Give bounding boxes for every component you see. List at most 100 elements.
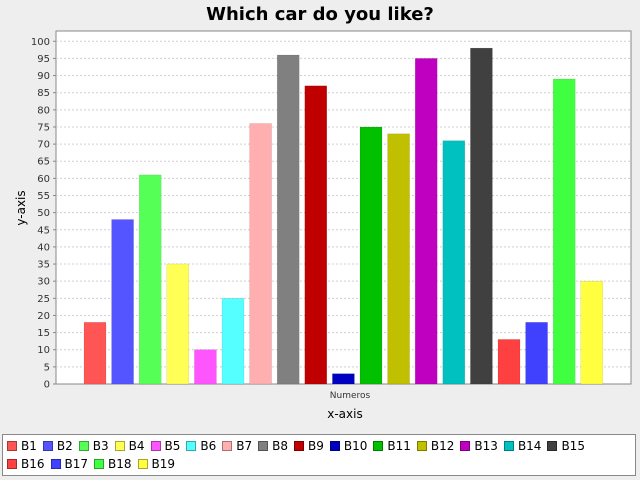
y-tick-label: 80 — [37, 105, 50, 116]
legend-label: B9 — [308, 439, 324, 453]
legend-label: B12 — [430, 439, 455, 453]
legend: B1 B2 B3 B4 B5 B6 B7 B8 B9 B10 B11 B12 B13 B14 B15 B16 B… — [2, 434, 636, 476]
bar-b11 — [359, 126, 383, 385]
y-tick-label: 0 — [44, 380, 50, 391]
y-tick-label: 10 — [37, 345, 50, 356]
legend-label: B13 — [474, 439, 498, 453]
legend-swatch — [416, 441, 427, 451]
bar-b4 — [166, 263, 190, 385]
legend-swatch — [222, 441, 233, 451]
legend-swatch — [547, 441, 558, 451]
legend-item-b4: B4 — [114, 437, 145, 455]
legend-item-b16: B16 — [7, 455, 45, 473]
bar-b16 — [497, 339, 521, 385]
y-tick-label: 95 — [37, 54, 50, 65]
y-tick-label: 20 — [37, 311, 50, 322]
bars — [83, 47, 604, 385]
legend-item-b12: B12 — [416, 437, 455, 455]
x-category-label: Numeros — [330, 391, 371, 401]
legend-swatch — [373, 441, 384, 451]
chart-title: Which car do you like? — [206, 4, 434, 25]
legend-swatch — [7, 459, 17, 469]
legend-swatch — [78, 441, 89, 451]
bar-chart: Which car do you like? 0 5 10 15 20 25 30 35 40 4… — [14, 4, 632, 421]
legend-item-b9: B9 — [294, 437, 324, 455]
legend-item-b1: B1 — [7, 437, 37, 455]
y-tick-label: 5 — [44, 362, 50, 373]
legend-label: B4 — [128, 439, 145, 453]
y-tick-label: 90 — [37, 71, 50, 82]
legend-label: B18 — [108, 457, 132, 471]
legend-label: B17 — [64, 457, 89, 471]
legend-label: B2 — [56, 439, 73, 453]
bar-b14 — [442, 140, 466, 385]
bar-b10 — [332, 373, 355, 385]
legend-item-b19: B19 — [137, 455, 176, 473]
legend-item-b15: B15 — [547, 437, 585, 455]
plot-area — [55, 30, 632, 385]
y-axis-label: y-axis — [14, 190, 28, 225]
y-tick-label: 15 — [37, 328, 50, 339]
legend-item-b2: B2 — [42, 437, 73, 455]
y-tick-label: 100 — [31, 37, 50, 48]
y-tick-label: 60 — [37, 174, 50, 185]
x-axis-label: x-axis — [327, 407, 362, 421]
legend-label: B1 — [21, 439, 37, 453]
legend-swatch — [294, 441, 304, 451]
legend-label: B19 — [151, 457, 176, 471]
y-tick-label: 55 — [37, 191, 50, 202]
y-tick-label: 30 — [37, 277, 50, 288]
bar-b6 — [221, 298, 245, 385]
legend-label: B11 — [387, 439, 411, 453]
legend-swatch — [503, 441, 514, 451]
bar-b12 — [387, 133, 410, 385]
legend-swatch — [94, 459, 105, 469]
legend-swatch — [186, 441, 197, 451]
y-tick-label: 65 — [37, 157, 50, 168]
legend-label: B6 — [200, 439, 217, 453]
y-tick-label: 75 — [37, 122, 50, 133]
bar-b2 — [111, 219, 134, 385]
legend-item-b8: B8 — [258, 437, 288, 455]
bar-b19 — [580, 280, 604, 385]
bar-b8 — [276, 54, 300, 385]
legend-swatch — [150, 441, 161, 451]
legend-item-b5: B5 — [150, 437, 181, 455]
y-tick-label: 25 — [37, 294, 50, 305]
legend-item-b18: B18 — [94, 455, 132, 473]
y-tick-label: 50 — [37, 208, 50, 219]
legend-label: B3 — [92, 439, 109, 453]
bar-b1 — [83, 322, 107, 385]
legend-item-b14: B14 — [503, 437, 542, 455]
legend-label: B14 — [517, 439, 542, 453]
legend-swatch — [50, 459, 61, 469]
legend-swatch — [114, 441, 125, 451]
y-tick-label: 70 — [37, 140, 50, 151]
y-tick-label: 85 — [37, 88, 50, 99]
legend-item-b10: B10 — [329, 437, 368, 455]
legend-item-b7: B7 — [222, 437, 252, 455]
legend-label: B8 — [272, 439, 288, 453]
y-axis-ticks: 0 5 10 15 20 25 30 35 40 45 50 55 60 65 70 75 80 85 90 95 10… — [31, 37, 56, 391]
bar-b7 — [249, 123, 272, 385]
legend-swatch — [460, 441, 471, 451]
y-tick-label: 45 — [37, 225, 50, 236]
legend-swatch — [258, 441, 269, 451]
legend-item-b11: B11 — [373, 437, 411, 455]
legend-label: B7 — [236, 439, 253, 453]
legend-label: B10 — [343, 439, 368, 453]
bar-b15 — [470, 47, 493, 385]
legend-label: B5 — [164, 439, 181, 453]
bar-b9 — [304, 85, 328, 385]
legend-item-b3: B3 — [78, 437, 109, 455]
legend-label: B15 — [561, 439, 585, 453]
bar-b5 — [194, 349, 217, 385]
y-tick-label: 40 — [37, 242, 50, 253]
legend-swatch — [42, 441, 53, 451]
legend-item-b13: B13 — [460, 437, 498, 455]
legend-swatch — [7, 441, 17, 451]
legend-swatch — [329, 441, 340, 451]
y-tick-label: 35 — [37, 260, 50, 271]
legend-item-b17: B17 — [50, 455, 89, 473]
bar-b17 — [525, 322, 548, 385]
